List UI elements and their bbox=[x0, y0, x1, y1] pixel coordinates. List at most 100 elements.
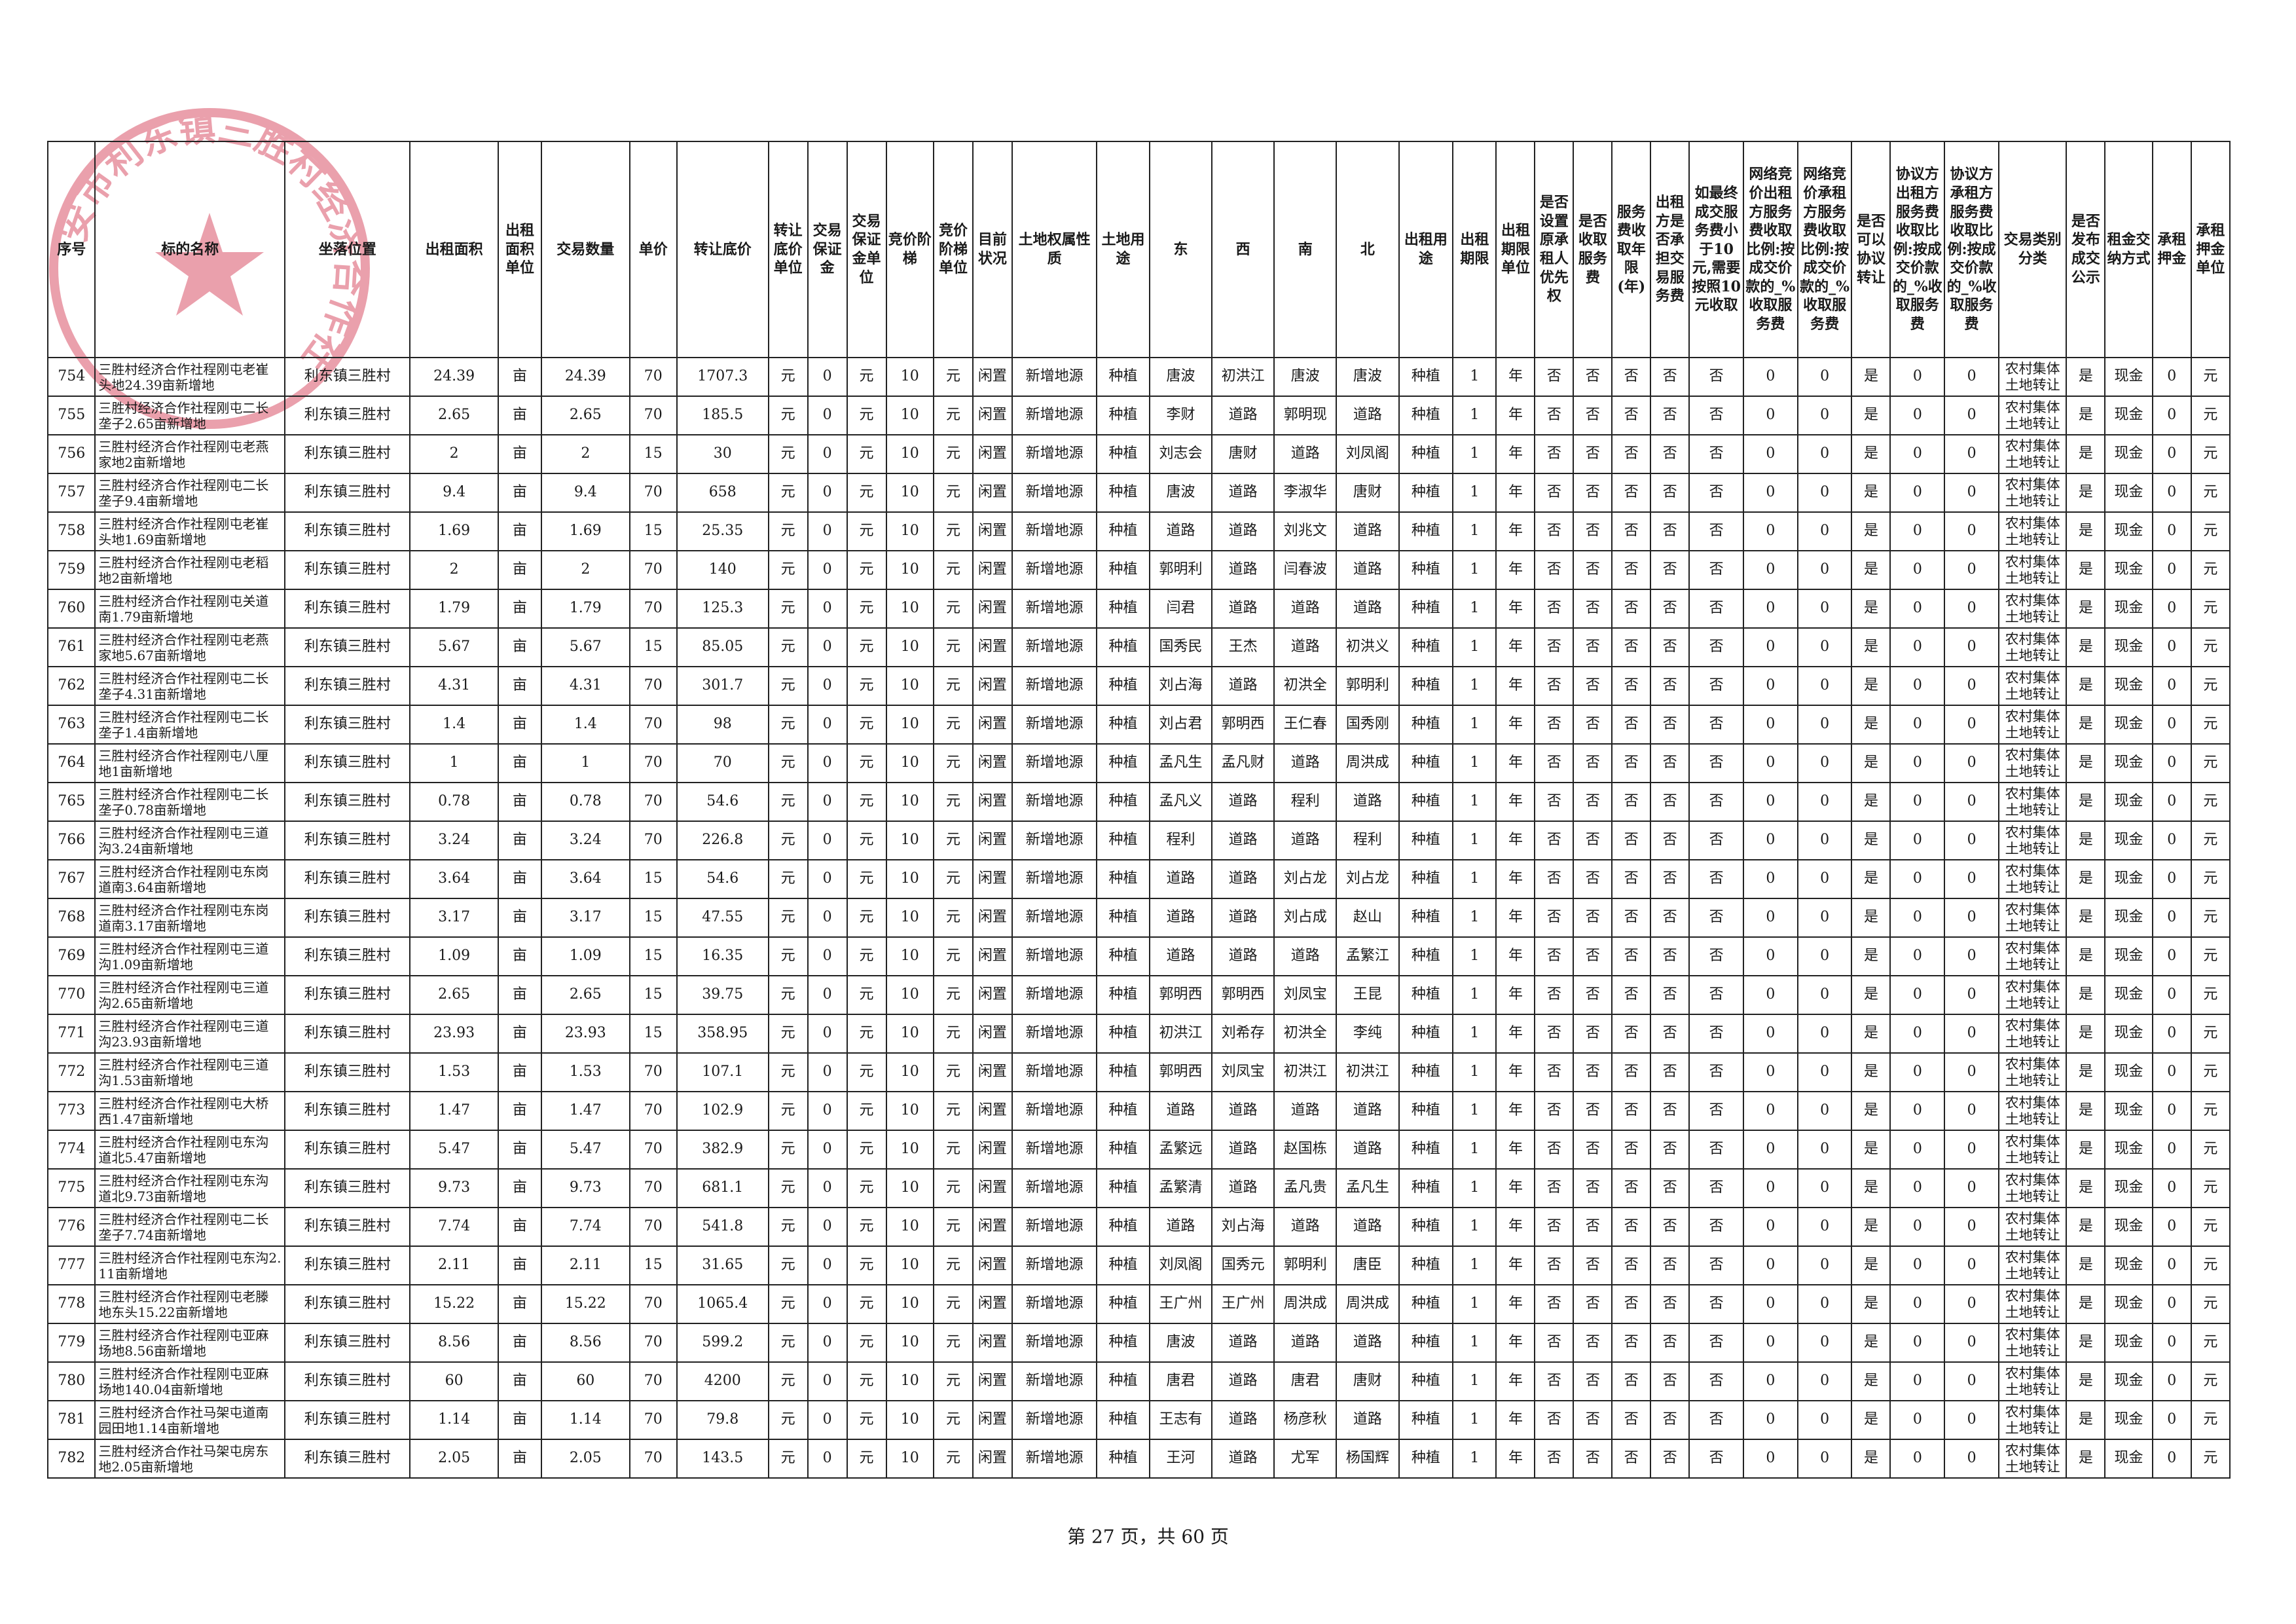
cell-service-fee: 否 bbox=[1573, 473, 1613, 513]
cell-quantity: 0.78 bbox=[541, 782, 630, 822]
cell-deposit-unit: 元 bbox=[846, 936, 887, 976]
cell-west: 道路 bbox=[1211, 1323, 1275, 1363]
cell-north: 道路 bbox=[1336, 1323, 1400, 1363]
cell-unit-price: 15 bbox=[629, 1014, 678, 1054]
cell-unit-price: 15 bbox=[629, 936, 678, 976]
cell-priority: 否 bbox=[1534, 1014, 1575, 1054]
cell-quantity: 3.17 bbox=[541, 898, 630, 938]
cell-deposit: 0 bbox=[807, 627, 848, 667]
cell-category: 农村集体土地转让 bbox=[1997, 936, 2068, 976]
column-header-fee-years: 服务费收取年限(年) bbox=[1611, 141, 1652, 358]
table-row: 768 三胜村经济合作社程刚屯东岗道南3.17亩新增地 利东镇三胜村 3.17 亩 3.1… bbox=[46, 898, 2231, 938]
cell-location: 利东镇三胜村 bbox=[284, 550, 411, 590]
cell-status: 闲置 bbox=[972, 434, 1013, 474]
cell-term-unit: 年 bbox=[1495, 743, 1536, 783]
cell-bid-step: 10 bbox=[885, 1439, 934, 1479]
cell-deposit: 0 bbox=[807, 1323, 848, 1363]
cell-north: 程利 bbox=[1336, 821, 1400, 860]
cell-location: 利东镇三胜村 bbox=[284, 1014, 411, 1054]
column-header-quantity: 交易数量 bbox=[541, 141, 630, 358]
cell-term: 1 bbox=[1452, 511, 1497, 551]
cell-deposit-amount-unit: 元 bbox=[2190, 1091, 2231, 1131]
cell-status: 闲置 bbox=[972, 936, 1013, 976]
cell-south: 孟凡贵 bbox=[1273, 1168, 1338, 1208]
cell-title: 三胜村经济合作社程刚屯八厘地1亩新增地 bbox=[94, 743, 286, 783]
cell-neg-lessee-rate: 0 bbox=[1944, 1439, 1999, 1479]
cell-bid-step-unit: 元 bbox=[932, 1091, 974, 1131]
cell-unit-price: 70 bbox=[629, 666, 678, 706]
cell-location: 利东镇三胜村 bbox=[284, 434, 411, 474]
cell-area-unit: 亩 bbox=[497, 859, 543, 899]
cell-neg-lessor-rate: 0 bbox=[1889, 1400, 1946, 1440]
cell-negotiable: 是 bbox=[1851, 589, 1891, 629]
cell-publish: 是 bbox=[2066, 550, 2106, 590]
cell-term: 1 bbox=[1452, 357, 1497, 397]
cell-neg-lessor-rate: 0 bbox=[1889, 705, 1946, 745]
cell-deposit-amount-unit: 元 bbox=[2190, 936, 2231, 976]
column-header-term-unit: 出租期限单位 bbox=[1495, 141, 1536, 358]
cell-title: 三胜村经济合作社程刚屯亚麻场地8.56亩新增地 bbox=[94, 1323, 286, 1363]
cell-area-unit: 亩 bbox=[497, 1361, 543, 1401]
cell-title: 三胜村经济合作社程刚屯二长垄子1.4亩新增地 bbox=[94, 705, 286, 745]
cell-min-fee: 否 bbox=[1688, 1323, 1744, 1363]
cell-reserve-price: 16.35 bbox=[676, 936, 769, 976]
cell-lessor-fee: 否 bbox=[1650, 1052, 1690, 1092]
cell-neg-lessee-rate: 0 bbox=[1944, 1014, 1999, 1054]
cell-deposit-amount: 0 bbox=[2151, 1323, 2192, 1363]
cell-lease-use: 种植 bbox=[1398, 859, 1454, 899]
cell-reserve-price: 4200 bbox=[676, 1361, 769, 1401]
cell-seq: 782 bbox=[46, 1439, 96, 1479]
cell-deposit-amount: 0 bbox=[2151, 1014, 2192, 1054]
cell-online-lessor-rate: 0 bbox=[1742, 936, 1798, 976]
column-header-east: 东 bbox=[1148, 141, 1213, 358]
cell-service-fee: 否 bbox=[1573, 782, 1613, 822]
cell-land-use: 种植 bbox=[1096, 357, 1150, 397]
cell-deposit: 0 bbox=[807, 1400, 848, 1440]
cell-east: 闫君 bbox=[1148, 589, 1213, 629]
cell-online-lessor-rate: 0 bbox=[1742, 1091, 1798, 1131]
cell-deposit: 0 bbox=[807, 859, 848, 899]
cell-quantity: 3.64 bbox=[541, 859, 630, 899]
cell-category: 农村集体土地转让 bbox=[1997, 357, 2068, 397]
cell-deposit-amount: 0 bbox=[2151, 898, 2192, 938]
cell-seq: 755 bbox=[46, 396, 96, 435]
cell-bid-step: 10 bbox=[885, 627, 934, 667]
cell-deposit-amount-unit: 元 bbox=[2190, 1207, 2231, 1247]
cell-deposit-unit: 元 bbox=[846, 1014, 887, 1054]
cell-area-unit: 亩 bbox=[497, 473, 543, 513]
cell-online-lessor-rate: 0 bbox=[1742, 975, 1798, 1015]
cell-deposit-amount: 0 bbox=[2151, 1400, 2192, 1440]
cell-priority: 否 bbox=[1534, 1246, 1575, 1285]
cell-ownership: 新增地源 bbox=[1011, 1400, 1098, 1440]
table-row: 766 三胜村经济合作社程刚屯三道沟3.24亩新增地 利东镇三胜村 3.24 亩 3.24… bbox=[46, 821, 2231, 860]
cell-deposit: 0 bbox=[807, 589, 848, 629]
cell-south: 赵国栋 bbox=[1273, 1130, 1338, 1170]
cell-service-fee: 否 bbox=[1573, 1361, 1613, 1401]
cell-priority: 否 bbox=[1534, 1323, 1575, 1363]
cell-term-unit: 年 bbox=[1495, 627, 1536, 667]
cell-term-unit: 年 bbox=[1495, 1014, 1536, 1054]
cell-land-use: 种植 bbox=[1096, 434, 1150, 474]
cell-seq: 759 bbox=[46, 550, 96, 590]
cell-min-fee: 否 bbox=[1688, 859, 1744, 899]
cell-neg-lessor-rate: 0 bbox=[1889, 627, 1946, 667]
cell-quantity: 8.56 bbox=[541, 1323, 630, 1363]
cell-lessor-fee: 否 bbox=[1650, 1323, 1690, 1363]
cell-online-lessor-rate: 0 bbox=[1742, 434, 1798, 474]
cell-publish: 是 bbox=[2066, 627, 2106, 667]
cell-deposit-unit: 元 bbox=[846, 1052, 887, 1092]
cell-publish: 是 bbox=[2066, 1246, 2106, 1285]
table-header-row: 序号 标的名称 坐落位置 出租面积 出租面积单位 交易数量 单价 转让底价 转让底价单位 交易保证… bbox=[46, 141, 2231, 358]
cell-deposit: 0 bbox=[807, 782, 848, 822]
cell-area: 60 bbox=[409, 1361, 499, 1401]
cell-location: 利东镇三胜村 bbox=[284, 473, 411, 513]
land-transfer-table: 序号 标的名称 坐落位置 出租面积 出租面积单位 交易数量 单价 转让底价 转让底价单位 交易保证… bbox=[46, 141, 2231, 1479]
cell-land-use: 种植 bbox=[1096, 1361, 1150, 1401]
cell-service-fee: 否 bbox=[1573, 1400, 1613, 1440]
cell-term: 1 bbox=[1452, 898, 1497, 938]
cell-reserve-price: 658 bbox=[676, 473, 769, 513]
cell-online-lessee-rate: 0 bbox=[1796, 1246, 1853, 1285]
cell-area: 1.09 bbox=[409, 936, 499, 976]
cell-lease-use: 种植 bbox=[1398, 1014, 1454, 1054]
cell-priority: 否 bbox=[1534, 1091, 1575, 1131]
